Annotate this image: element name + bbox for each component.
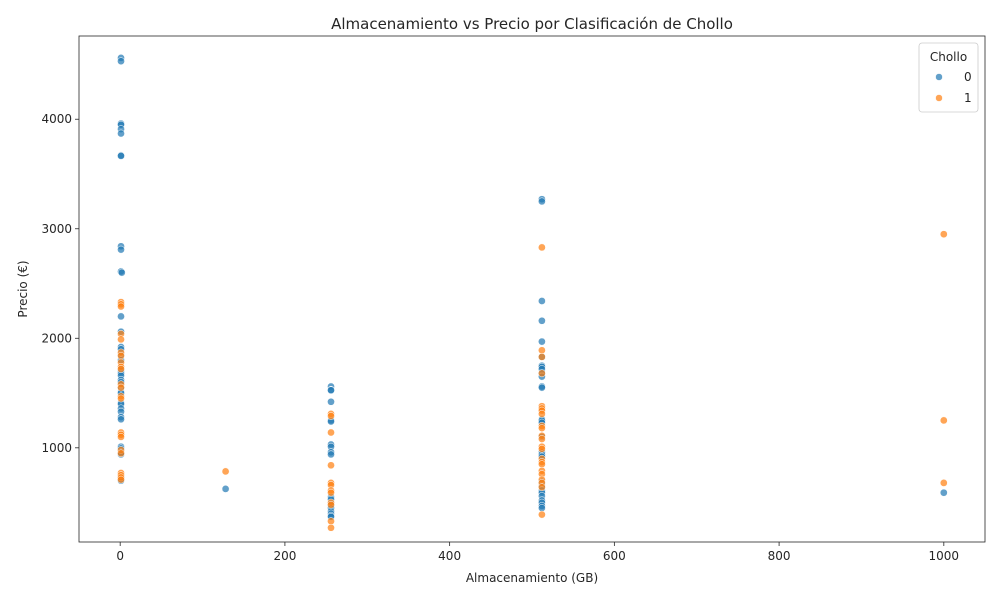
chart-title: Almacenamiento vs Precio por Clasificaci… bbox=[331, 15, 733, 33]
x-axis-label: Almacenamiento (GB) bbox=[466, 571, 598, 585]
data-point-series-0-87 bbox=[538, 504, 546, 512]
legend-title: Chollo bbox=[930, 50, 967, 64]
x-tick-label-1000: 1000 bbox=[929, 549, 960, 563]
data-point-series-1-31 bbox=[327, 488, 335, 497]
data-point-series-1-23 bbox=[221, 467, 230, 476]
data-point-series-0-49 bbox=[327, 450, 335, 459]
data-point-series-1-22 bbox=[117, 475, 125, 484]
data-point-series-0-5 bbox=[117, 129, 125, 138]
data-point-series-1-4 bbox=[117, 335, 125, 344]
y-axis-ticks: 1000 2000 3000 4000 bbox=[41, 112, 79, 455]
data-point-series-0-7 bbox=[117, 152, 125, 160]
data-point-series-1-11 bbox=[117, 383, 125, 392]
data-point-series-0-71 bbox=[538, 383, 546, 392]
points-layer bbox=[117, 54, 948, 532]
data-point-series-0-39 bbox=[221, 485, 230, 493]
x-tick-label-800: 800 bbox=[768, 549, 791, 563]
x-tick-label-0: 0 bbox=[116, 549, 124, 563]
y-tick-label-4000: 4000 bbox=[41, 112, 72, 126]
data-point-series-1-39 bbox=[538, 369, 546, 378]
data-point-series-1-47 bbox=[538, 435, 546, 443]
data-point-series-1-49 bbox=[538, 445, 546, 453]
data-point-series-1-33 bbox=[327, 500, 335, 509]
y-axis-label: Precio (€) bbox=[16, 260, 30, 317]
data-point-series-1-61 bbox=[939, 479, 948, 487]
data-point-series-0-62 bbox=[538, 316, 546, 325]
data-point-series-0-43 bbox=[327, 397, 335, 406]
data-point-series-1-38 bbox=[538, 353, 546, 361]
legend-label-0: 0 bbox=[964, 70, 972, 84]
data-point-series-1-36 bbox=[538, 243, 546, 252]
data-point-series-1-16 bbox=[117, 433, 125, 441]
legend-label-1: 1 bbox=[964, 91, 972, 105]
data-point-series-1-37 bbox=[538, 346, 546, 355]
x-tick-label-200: 200 bbox=[273, 549, 296, 563]
data-point-series-1-18 bbox=[117, 449, 125, 458]
data-point-series-0-32 bbox=[117, 415, 125, 424]
data-point-series-0-88 bbox=[939, 488, 948, 497]
data-point-series-0-42 bbox=[327, 386, 335, 395]
data-point-series-1-57 bbox=[538, 483, 546, 492]
y-tick-label-3000: 3000 bbox=[41, 222, 72, 236]
data-point-series-1-25 bbox=[327, 412, 335, 420]
data-point-series-1-60 bbox=[939, 416, 948, 425]
data-point-series-1-34 bbox=[327, 517, 335, 526]
data-point-series-1-26 bbox=[327, 428, 335, 437]
data-point-series-0-61 bbox=[538, 297, 546, 305]
legend: Chollo 0 1 bbox=[918, 42, 979, 113]
y-tick-label-2000: 2000 bbox=[41, 331, 72, 345]
plot-frame bbox=[78, 35, 986, 543]
data-point-series-1-27 bbox=[327, 461, 335, 470]
legend-marker-0 bbox=[935, 73, 943, 81]
x-axis-ticks: 0 200 400 600 800 1000 bbox=[116, 542, 959, 563]
data-point-series-0-1 bbox=[117, 57, 125, 66]
data-point-series-1-59 bbox=[939, 230, 948, 239]
data-point-series-1-2 bbox=[117, 302, 125, 311]
x-tick-label-600: 600 bbox=[603, 549, 626, 563]
x-tick-label-400: 400 bbox=[438, 549, 461, 563]
data-point-series-1-13 bbox=[117, 394, 125, 403]
data-point-series-0-12 bbox=[117, 312, 125, 321]
legend-marker-1 bbox=[935, 94, 943, 102]
data-point-series-0-9 bbox=[117, 245, 125, 254]
legend-frame bbox=[918, 42, 979, 113]
data-point-series-1-9 bbox=[117, 365, 125, 373]
data-point-series-0-63 bbox=[538, 337, 546, 346]
y-tick-label-1000: 1000 bbox=[41, 441, 72, 455]
data-point-series-1-43 bbox=[538, 410, 546, 418]
data-point-series-1-6 bbox=[117, 351, 125, 360]
data-point-series-0-60 bbox=[538, 197, 546, 206]
data-point-series-1-35 bbox=[327, 523, 335, 532]
data-point-series-1-45 bbox=[538, 424, 546, 432]
data-point-series-0-11 bbox=[117, 268, 126, 277]
data-point-series-1-52 bbox=[538, 460, 546, 469]
data-point-series-1-58 bbox=[538, 510, 546, 519]
